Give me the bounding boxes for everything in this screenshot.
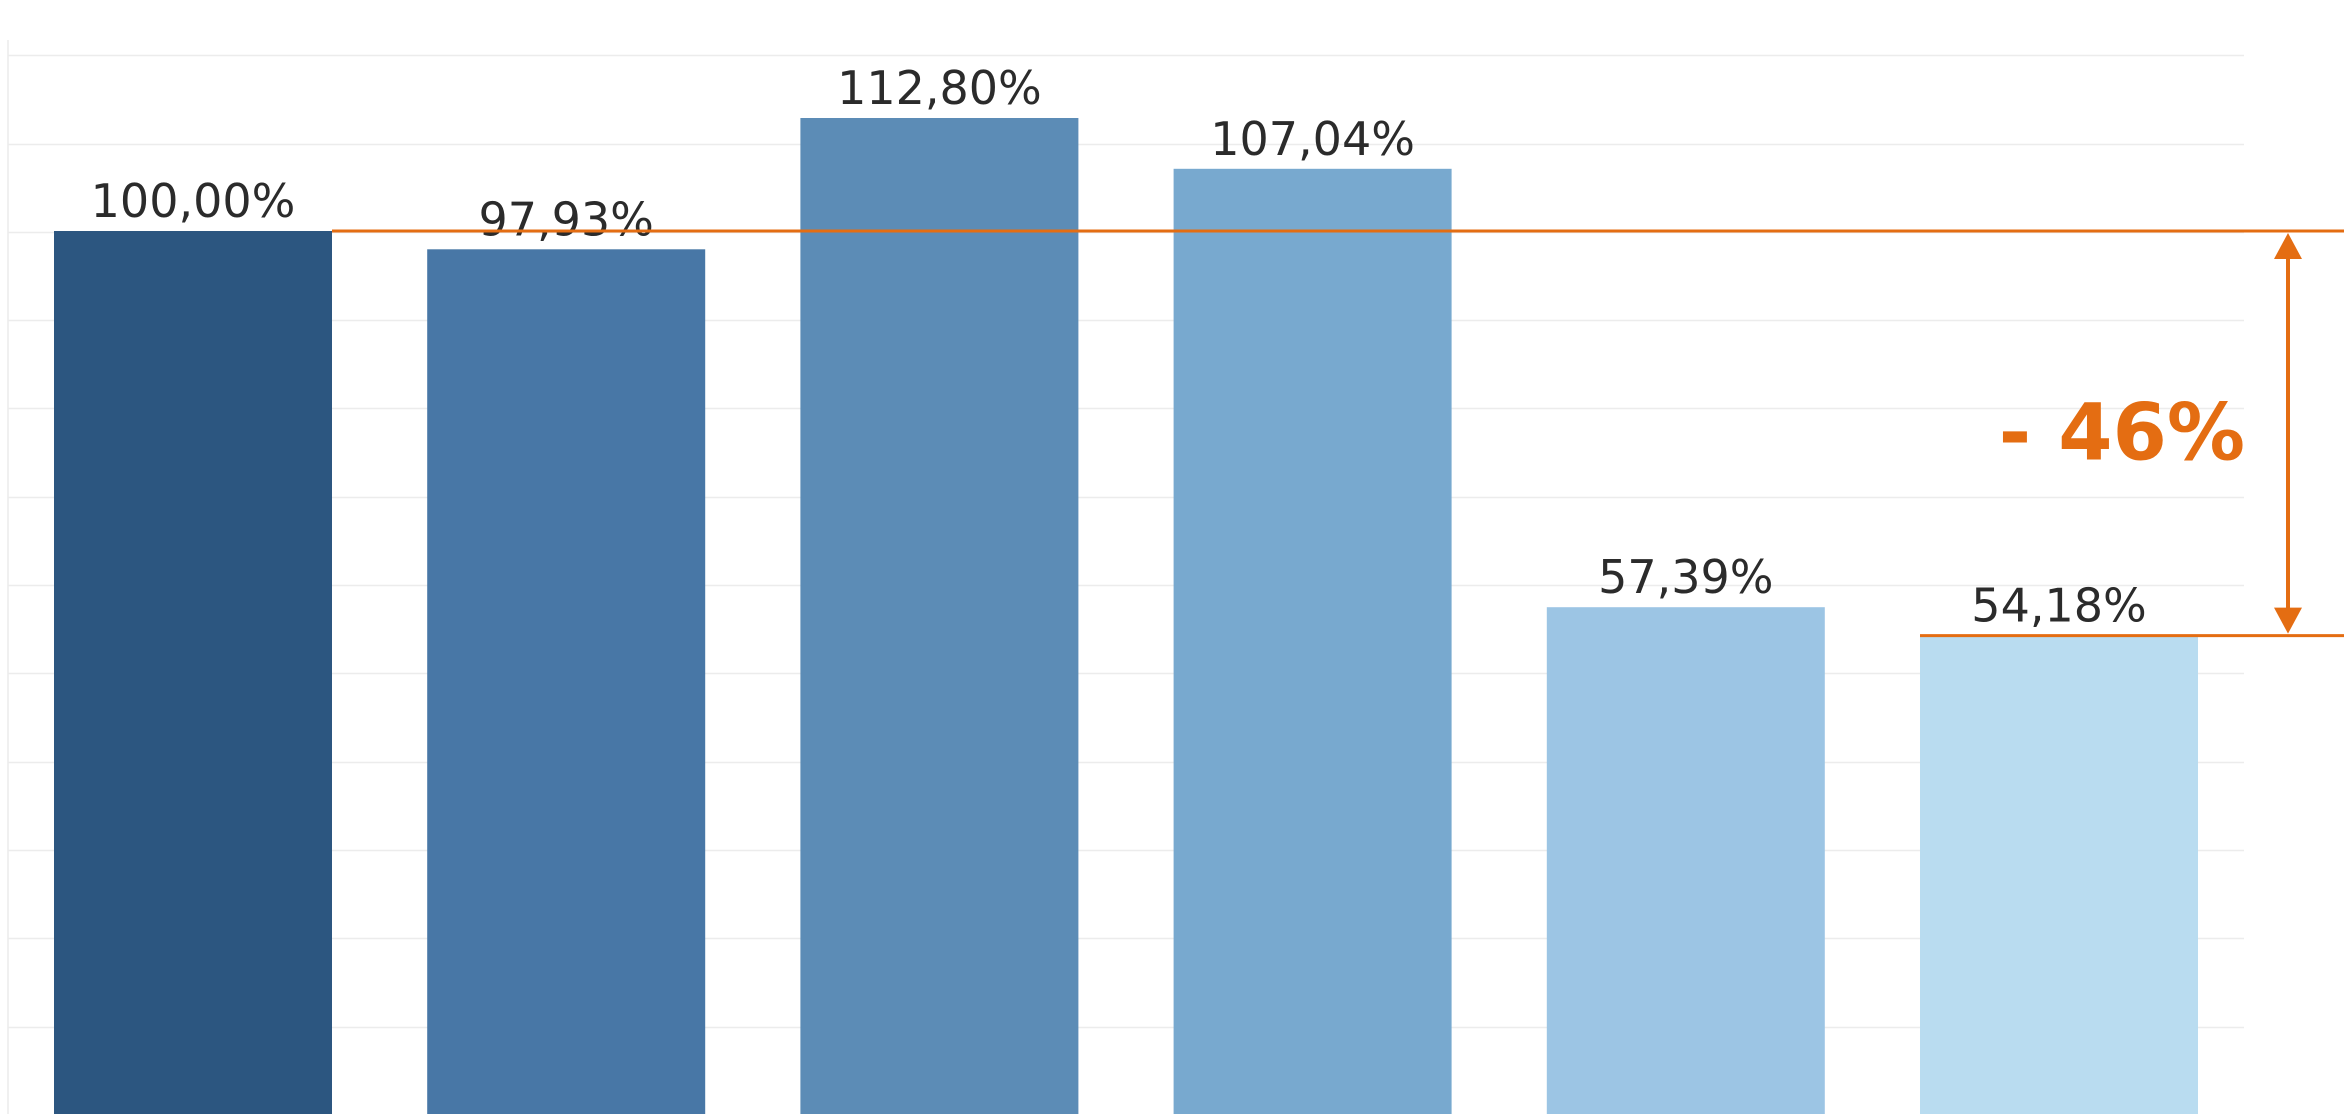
bar-value-labels: 100,00% 97,93% 112,80% 107,04% 57,39% 54,18% (91, 61, 2147, 633)
bar-value-label-1: 100,00% (91, 174, 296, 228)
bars (54, 118, 2198, 1115)
arrow-down-icon (2274, 607, 2302, 634)
bar-value-label-3: 112,80% (837, 61, 1042, 115)
bar-value-label-6: 54,18% (1971, 579, 2146, 633)
bar-5 (1546, 607, 1825, 1114)
bar-value-label-5: 57,39% (1598, 550, 1773, 604)
bar-2 (427, 249, 706, 1115)
bar-4 (1173, 168, 1452, 1115)
change-percent-label: - 46% (1999, 388, 2245, 478)
bar-value-label-4: 107,04% (1210, 112, 1415, 166)
arrow-up-icon (2274, 233, 2302, 259)
bar-6 (1920, 635, 2198, 1114)
change-annotation: - 46% (332, 229, 2344, 638)
gridlines (7, 40, 2244, 1114)
bar-1 (54, 231, 332, 1114)
bar-value-label-2: 97,93% (478, 192, 653, 246)
bar-3 (800, 118, 1079, 1114)
